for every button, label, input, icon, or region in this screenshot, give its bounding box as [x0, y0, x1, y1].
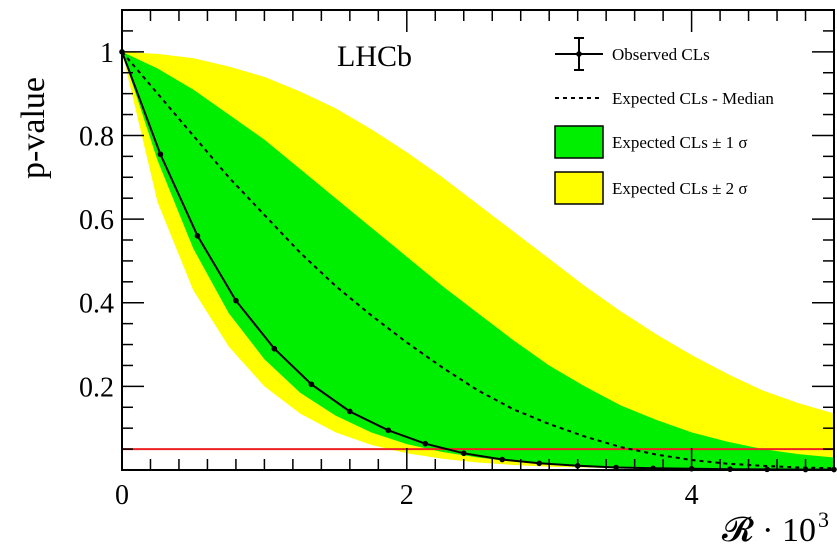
legend-band1-swatch	[554, 125, 604, 159]
y-tick-label: 0.2	[79, 372, 114, 403]
legend-band1-label: Expected CLs ± 1 σ	[612, 133, 748, 152]
x-axis-title-exponent: 3	[818, 507, 829, 532]
y-tick-label: 0.4	[79, 289, 114, 320]
y-tick-label: 0.6	[79, 205, 114, 236]
y-axis-title: p-value	[15, 77, 52, 179]
observed-point	[460, 450, 467, 457]
legend-band2-swatch	[554, 171, 604, 205]
legend-band2-label: Expected CLs ± 2 σ	[612, 179, 748, 198]
observed-point	[233, 297, 239, 304]
y-tick-label: 0.8	[79, 121, 114, 152]
legend: Observed CLs Expected CLs - Median Expecte…	[554, 37, 774, 205]
legend-median-label: Expected CLs - Median	[612, 89, 774, 108]
observed-point	[271, 345, 278, 352]
observed-point	[157, 151, 164, 158]
observed-point	[499, 456, 506, 463]
observed-point	[422, 440, 429, 447]
x-tick-label: 0	[115, 480, 129, 511]
band-1-sigma	[122, 51, 834, 470]
watermark: LHCb	[337, 40, 412, 73]
y-tick-label: 1	[100, 38, 114, 69]
legend-observed-label: Observed CLs	[612, 45, 710, 64]
legend-observed-marker	[576, 51, 582, 57]
observed-point	[347, 408, 353, 415]
x-tick-label: 4	[685, 480, 699, 511]
x-axis-title-text: 𝓡 · 10	[722, 512, 816, 549]
observed-point	[194, 233, 201, 239]
axes-layer: 0 2 4 0.2 0.4 0.6 0.8 1	[79, 9, 835, 511]
x-axis-title: 𝓡 · 10 3	[722, 507, 829, 549]
observed-point	[613, 464, 619, 471]
x-tick-label: 2	[400, 480, 414, 511]
observed-point	[536, 460, 543, 467]
observed-point	[385, 427, 392, 434]
observed-point	[308, 381, 315, 388]
bands-layer	[122, 51, 834, 470]
